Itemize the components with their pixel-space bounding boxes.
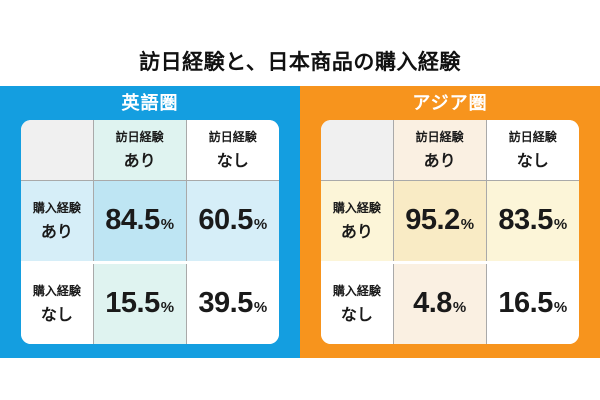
asia-colheader-not-visited: 訪日経験 なし — [486, 120, 579, 181]
value-number: 16.5 — [498, 287, 553, 320]
colheader-bottom-label: あり — [123, 153, 156, 171]
colheader-top-label: 訪日経験 — [208, 130, 257, 145]
percent-sign: % — [452, 299, 467, 317]
rowheader-bottom-label: あり — [340, 224, 373, 242]
rowheader-top-label: 購入経験 — [32, 201, 81, 216]
colheader-bottom-label: なし — [516, 153, 549, 171]
rowheader-top-label: 購入経験 — [32, 284, 81, 299]
asia-rowheader-purchased: 購入経験 あり — [321, 180, 394, 263]
colheader-top-label: 訪日経験 — [115, 130, 164, 145]
english-colheader-not-visited: 訪日経験 なし — [186, 120, 279, 181]
value-number: 84.5 — [105, 204, 160, 237]
english-rowheader-purchased: 購入経験 あり — [21, 180, 94, 263]
title-bar: 訪日経験と、日本商品の購入経験 — [0, 0, 600, 86]
value-number: 60.5 — [198, 204, 253, 237]
asia-table-card: 訪日経験 あり 訪日経験 なし — [321, 120, 579, 344]
percent-sign: % — [160, 216, 175, 234]
asia-colheader-visited: 訪日経験 あり — [393, 120, 487, 181]
percent-sign: % — [553, 299, 568, 317]
english-value-visited-not-purchased: 15.5% — [93, 260, 187, 344]
asia-rowheader-not-purchased: 購入経験 なし — [321, 260, 394, 344]
percent-sign: % — [253, 216, 268, 234]
page-title: 訪日経験と、日本商品の購入経験 — [139, 51, 461, 74]
asia-value-visited-not-purchased: 4.8% — [393, 260, 487, 344]
panel-asia: アジア圏 訪日経験 あり — [300, 86, 600, 358]
english-colheader-visited: 訪日経験 あり — [93, 120, 187, 181]
percent-sign: % — [460, 216, 475, 234]
panel-english-title: 英語圏 — [121, 93, 179, 113]
panel-asia-title: アジア圏 — [412, 93, 488, 113]
value-number: 15.5 — [105, 287, 160, 320]
rowheader-top-label: 購入経験 — [332, 284, 381, 299]
english-table: 訪日経験 あり 訪日経験 なし — [21, 120, 279, 344]
asia-corner-cell — [321, 120, 394, 181]
value-number: 4.8 — [413, 287, 452, 320]
percent-sign: % — [253, 299, 268, 317]
colheader-bottom-label: なし — [216, 153, 249, 171]
value-number: 95.2 — [405, 204, 460, 237]
rowheader-bottom-label: あり — [40, 224, 73, 242]
panel-english-card-wrap: 訪日経験 あり 訪日経験 なし — [0, 120, 300, 358]
colheader-top-label: 訪日経験 — [415, 130, 464, 145]
asia-value-notvisited-not-purchased: 16.5% — [486, 260, 579, 344]
panel-asia-card-wrap: 訪日経験 あり 訪日経験 なし — [300, 120, 600, 358]
rowheader-bottom-label: なし — [40, 307, 73, 325]
english-rowheader-not-purchased: 購入経験 なし — [21, 260, 94, 344]
colheader-top-label: 訪日経験 — [508, 130, 557, 145]
rowheader-top-label: 購入経験 — [332, 201, 381, 216]
english-value-notvisited-purchased: 60.5% — [186, 180, 279, 263]
rowheader-bottom-label: なし — [340, 307, 373, 325]
english-table-card: 訪日経験 あり 訪日経験 なし — [21, 120, 279, 344]
panel-english: 英語圏 訪日経験 あり — [0, 86, 300, 358]
asia-table: 訪日経験 あり 訪日経験 なし — [321, 120, 579, 344]
english-value-visited-purchased: 84.5% — [93, 180, 187, 263]
english-value-notvisited-not-purchased: 39.5% — [186, 260, 279, 344]
percent-sign: % — [553, 216, 568, 234]
asia-value-visited-purchased: 95.2% — [393, 180, 487, 263]
value-number: 39.5 — [198, 287, 253, 320]
english-corner-cell — [21, 120, 94, 181]
comparison-panels: 英語圏 訪日経験 あり — [0, 86, 600, 358]
value-number: 83.5 — [498, 204, 553, 237]
asia-value-notvisited-purchased: 83.5% — [486, 180, 579, 263]
colheader-bottom-label: あり — [423, 153, 456, 171]
percent-sign: % — [160, 299, 175, 317]
